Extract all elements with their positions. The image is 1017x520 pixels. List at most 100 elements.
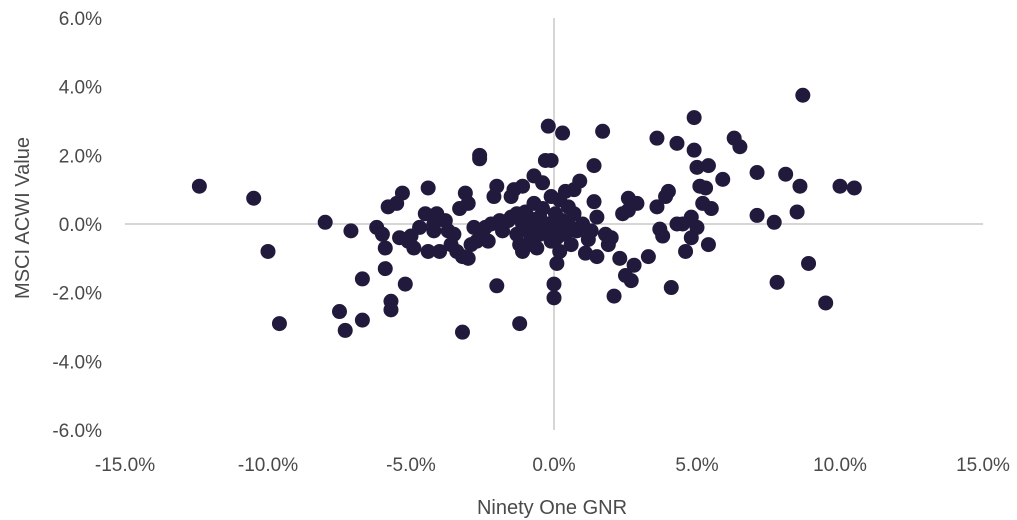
y-axis-title: MSCI ACWI Value (12, 137, 34, 299)
scatter-point (649, 199, 665, 215)
scatter-point (678, 243, 694, 259)
scatter-point (732, 139, 748, 155)
scatter-point (715, 171, 731, 187)
scatter-point (572, 173, 588, 189)
scatter-point (432, 243, 448, 259)
scatter-point (337, 322, 353, 338)
scatter-point (546, 276, 562, 292)
scatter-point (700, 237, 716, 253)
scatter-point (271, 316, 287, 332)
scatter-point (749, 165, 765, 180)
scatter-point (420, 243, 436, 259)
scatter-point (778, 166, 794, 182)
scatter-point (655, 228, 671, 244)
scatter-point (535, 201, 551, 217)
y-tick-label: -6.0% (52, 421, 102, 442)
scatter-point (700, 158, 716, 174)
scatter-point (420, 180, 436, 196)
scatter-point (612, 250, 628, 266)
scatter-point (454, 324, 470, 340)
scatter-point (583, 223, 599, 239)
scatter-point (698, 180, 714, 196)
scatter-point (629, 195, 645, 211)
scatter-point (535, 175, 551, 191)
scatter-point (460, 195, 476, 211)
scatter-point (552, 243, 568, 259)
scatter-point (377, 240, 393, 256)
scatter-point (191, 178, 207, 194)
scatter-point (626, 257, 642, 273)
scatter-point (489, 278, 505, 294)
scatter-point (623, 273, 639, 289)
scatter-point (792, 178, 808, 194)
scatter-point (546, 290, 562, 306)
x-tick-label: -15.0% (95, 455, 155, 476)
x-axis-title: Ninety One GNR (477, 497, 627, 519)
scatter-point (801, 255, 817, 271)
y-tick-label: 2.0% (59, 146, 102, 167)
scatter-point (595, 123, 611, 139)
x-tick-label: -5.0% (386, 455, 436, 476)
scatter-point (606, 288, 622, 304)
y-tick-label: -2.0% (52, 284, 102, 305)
scatter-point (446, 226, 462, 242)
scatter-point (818, 295, 834, 311)
scatter-point (663, 280, 679, 296)
scatter-point (383, 302, 399, 318)
x-tick-label: -10.0% (238, 455, 298, 476)
scatter-point (563, 237, 579, 253)
scatter-point (549, 255, 565, 271)
y-tick-label: -4.0% (52, 352, 102, 373)
scatter-point (832, 178, 848, 194)
scatter-point (640, 249, 656, 265)
scatter-point (649, 130, 665, 146)
scatter-point (689, 219, 705, 235)
scatter-point (472, 151, 488, 167)
scatter-point (669, 135, 685, 151)
scatter-point (460, 250, 476, 266)
scatter-point (540, 118, 556, 134)
scatter-point (769, 274, 785, 290)
scatter-point (515, 178, 531, 194)
scatter-point (689, 159, 705, 175)
scatter-point (489, 178, 505, 194)
scatter-point (660, 183, 676, 199)
scatter-point (589, 249, 605, 265)
scatter-point (577, 245, 593, 261)
scatter-point (246, 190, 262, 206)
scatter-point (703, 201, 719, 217)
scatter-point (766, 214, 782, 230)
scatter-point (480, 233, 496, 249)
scatter-point (603, 230, 619, 246)
scatter-point (789, 204, 805, 220)
scatter-point (846, 180, 862, 196)
y-tick-label: 4.0% (59, 78, 102, 99)
scatter-point (343, 223, 359, 239)
scatter-point (394, 185, 410, 201)
scatter-point (354, 271, 370, 287)
scatter-point (795, 87, 811, 103)
scatter-point (332, 304, 347, 320)
scatter-point (426, 223, 442, 239)
scatter-point (686, 110, 702, 126)
scatter-point (543, 152, 559, 168)
scatter-point (374, 226, 390, 242)
scatter-point (417, 206, 433, 222)
scatter-points (191, 87, 862, 340)
scatter-point (749, 207, 765, 223)
scatter-point (512, 316, 528, 332)
x-axis-tick-labels: -15.0% -10.0% -5.0% 0.0% 5.0% 10.0% 15.0% (95, 455, 1010, 476)
scatter-point (354, 312, 370, 328)
scatter-point (377, 261, 393, 277)
scatter-point (566, 206, 582, 222)
scatter-point (586, 158, 602, 174)
scatter-point (686, 142, 702, 158)
x-tick-label: 0.0% (532, 455, 575, 476)
x-tick-label: 5.0% (675, 455, 718, 476)
x-tick-label: 10.0% (813, 455, 867, 476)
scatter-point (555, 125, 571, 141)
scatter-point (586, 194, 602, 210)
y-tick-label: 6.0% (59, 9, 102, 30)
scatter-point (397, 276, 413, 292)
scatter-point (529, 240, 545, 256)
